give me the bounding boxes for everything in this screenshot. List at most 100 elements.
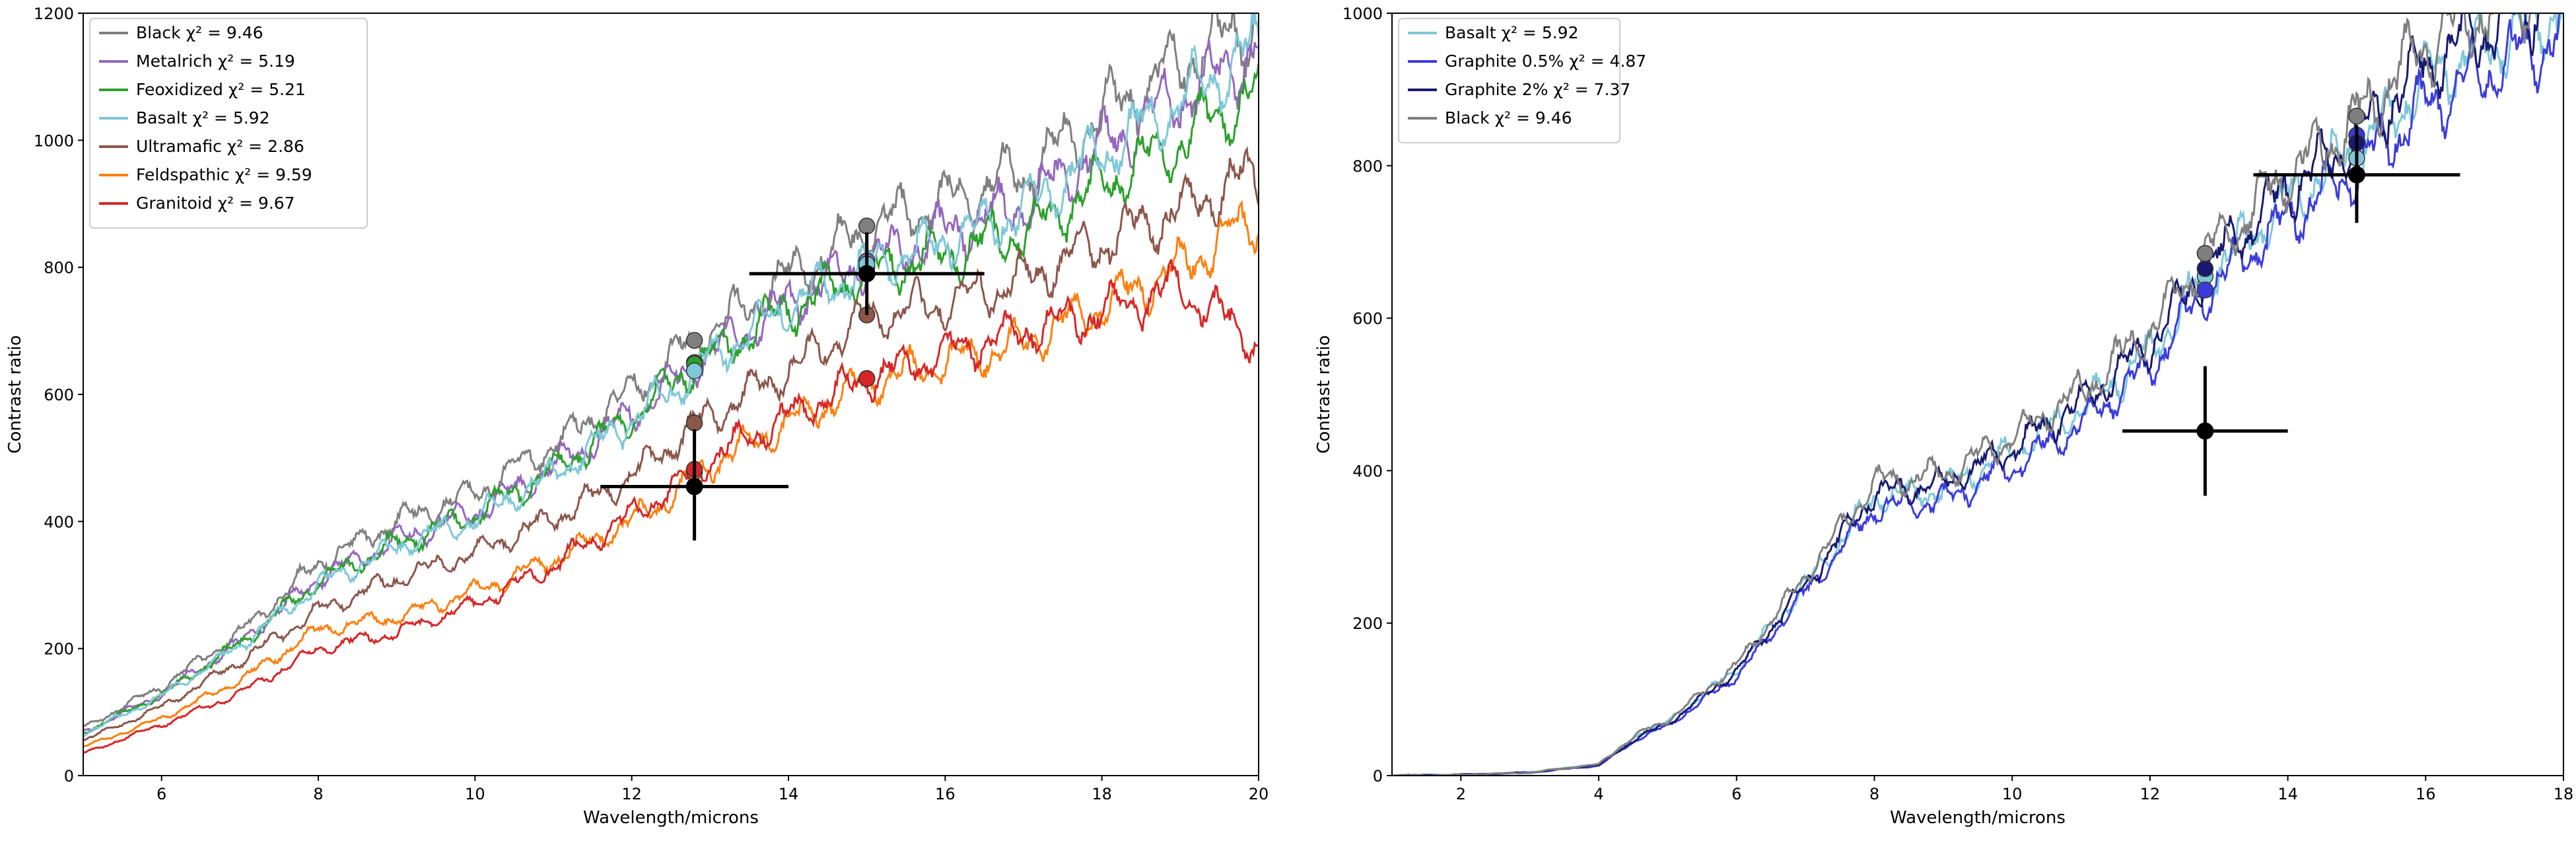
series-line-black: [1392, 13, 2531, 776]
legend-chi2: χ² = 7.37: [1553, 80, 1630, 99]
legend-item-metalrich: Metalrich χ² = 5.19: [99, 52, 295, 71]
series-line-black: [83, 13, 1259, 727]
x-axis-label: Wavelength/microns: [583, 808, 759, 828]
legend-label: Feoxidized χ² = 5.21: [136, 80, 306, 99]
x-tick-label: 8: [313, 785, 323, 803]
legend-item-graphite-0-5-: Graphite 0.5% χ² = 4.87: [1408, 52, 1646, 71]
legend-item-ultramafic: Ultramafic χ² = 2.86: [99, 137, 304, 156]
x-tick-label: 18: [2554, 785, 2574, 803]
model-point-basalt-1: [685, 362, 703, 380]
observation-point-1: [2196, 422, 2214, 440]
legend-label: Black χ² = 9.46: [136, 23, 263, 42]
observation-point-2: [858, 265, 876, 283]
model-point-graphite-0-5--1: [2196, 281, 2214, 299]
model-point-black-1: [2196, 244, 2214, 262]
legend-box: [1398, 18, 1620, 143]
legend-label: Feldspathic χ² = 9.59: [136, 165, 312, 184]
y-tick-label: 800: [1352, 157, 1383, 176]
legend-item-feldspathic: Feldspathic χ² = 9.59: [99, 165, 312, 184]
legend-label: Metalrich χ² = 5.19: [136, 52, 295, 71]
legend-chi2: χ² = 9.67: [218, 194, 295, 213]
x-axis-label: Wavelength/microns: [1890, 808, 2066, 828]
model-point-black-2: [2348, 108, 2365, 125]
legend-chi2: χ² = 5.19: [218, 52, 295, 71]
y-tick-label: 0: [64, 767, 74, 786]
x-tick-label: 18: [1092, 785, 1112, 803]
x-tick-label: 2: [1456, 785, 1466, 803]
legend-label: Graphite 2% χ² = 7.37: [1445, 80, 1630, 99]
series-lines: [83, 13, 1259, 754]
observation-2: [749, 232, 985, 315]
model-point-ultramafic-1: [685, 414, 703, 432]
legend-chi2: χ² = 9.46: [1495, 108, 1572, 128]
legend-chi2: χ² = 5.21: [228, 80, 306, 99]
y-tick-label: 1000: [34, 131, 74, 150]
y-tick-label: 600: [44, 386, 74, 404]
y-tick-label: 600: [1352, 310, 1383, 328]
y-tick-label: 200: [44, 640, 74, 659]
y-axis-label: Contrast ratio: [1314, 335, 1334, 453]
legend-chi2: χ² = 9.59: [235, 165, 312, 184]
y-tick-label: 200: [1352, 614, 1383, 633]
series-line-basalt: [83, 13, 1259, 738]
chart-1: 6 8 10 12 14 16 18 20020040060080010001200Wavel…: [5, 5, 1269, 828]
x-tick-label: 4: [1593, 785, 1603, 803]
y-tick-label: 800: [44, 259, 74, 277]
x-tick-label: 10: [2002, 785, 2023, 803]
y-tick-label: 1200: [34, 5, 74, 23]
observation-2: [2253, 125, 2460, 223]
legend-box: [89, 18, 368, 229]
series-lines: [1392, 13, 2563, 776]
observation-point-1: [685, 478, 703, 495]
legend-label: Granitoid χ² = 9.67: [136, 194, 295, 213]
x-tick-label: 12: [621, 785, 642, 803]
series-line-metalrich: [83, 40, 1259, 732]
x-tick-label: 16: [935, 785, 956, 803]
legend-item-basalt: Basalt χ² = 5.92: [99, 108, 269, 128]
y-tick-label: 1000: [1342, 5, 1383, 23]
x-tick-label: 14: [2278, 785, 2298, 803]
legend-label: Black χ² = 9.46: [1445, 108, 1572, 128]
y-tick-label: 400: [44, 513, 74, 531]
legend-chi2: χ² = 5.92: [193, 108, 270, 128]
legend-label: Graphite 0.5% χ² = 4.87: [1445, 52, 1646, 71]
legend: Black χ² = 9.46 Metalrich χ² = 5.19 Feoxid…: [89, 18, 368, 229]
observation-point-2: [2348, 166, 2365, 184]
legend: Basalt χ² = 5.92 Graphite 0.5% χ² = 4.87 G…: [1398, 18, 1646, 143]
series-line-ultramafic: [83, 146, 1259, 742]
x-tick-label: 10: [465, 785, 485, 803]
legend-item-granitoid: Granitoid χ² = 9.67: [99, 194, 295, 213]
model-point-graphite-2--1: [2196, 260, 2214, 277]
y-axis-label: Contrast ratio: [5, 335, 25, 453]
legend-item-basalt: Basalt χ² = 5.92: [1408, 23, 1578, 42]
observation-1: [600, 429, 788, 541]
series-line-granitoid: [83, 259, 1259, 754]
observation-1: [2122, 366, 2288, 496]
legend-item-feoxidized: Feoxidized χ² = 5.21: [99, 80, 306, 99]
legend-item-black: Black χ² = 9.46: [1408, 108, 1572, 128]
chart-2: 2 4 6 8 10 12 14 16 18 0 200 400 600 800 1000 Wavelengt…: [1314, 5, 2574, 828]
y-tick-label: 0: [1373, 767, 1383, 786]
x-tick-label: 20: [1249, 785, 1269, 803]
series-line-feldspathic: [83, 200, 1259, 748]
legend-chi2: χ² = 2.86: [227, 137, 304, 156]
y-tick-label: 400: [1352, 462, 1383, 480]
series-line-graphite-0-5-: [1392, 13, 2560, 776]
legend-chi2: χ² = 5.92: [1502, 23, 1579, 42]
model-point-black-2: [858, 217, 876, 235]
x-tick-label: 16: [2416, 785, 2436, 803]
legend-label: Basalt χ² = 5.92: [1445, 23, 1578, 42]
legend-chi2: χ² = 4.87: [1569, 52, 1646, 71]
x-tick-label: 8: [1869, 785, 1879, 803]
plot-frame: [1391, 13, 2564, 776]
legend-label: Basalt χ² = 5.92: [136, 108, 269, 128]
legend-item-graphite-2-: Graphite 2% χ² = 7.37: [1408, 80, 1630, 99]
x-tick-label: 6: [157, 785, 166, 803]
x-tick-label: 6: [1731, 785, 1741, 803]
x-tick-label: 12: [2140, 785, 2161, 803]
legend-chi2: χ² = 9.46: [186, 23, 263, 42]
model-point-granitoid-2: [858, 370, 876, 387]
x-tick-label: 14: [779, 785, 799, 803]
model-point-black-1: [685, 332, 703, 349]
